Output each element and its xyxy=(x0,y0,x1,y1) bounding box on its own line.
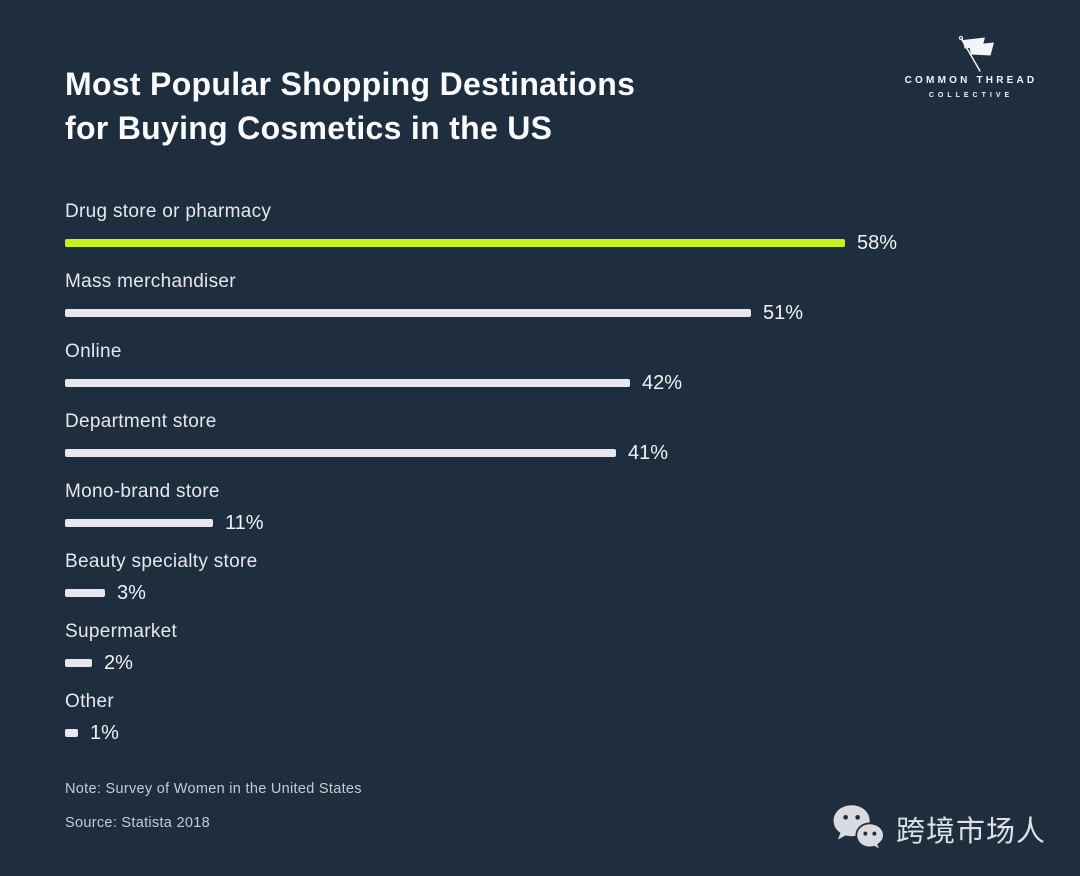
bar-track: 58% xyxy=(65,232,1065,254)
bar-category-label: Beauty specialty store xyxy=(65,551,258,572)
bar-category-label: Mass merchandiser xyxy=(65,271,236,292)
bar-track: 2% xyxy=(65,652,1065,674)
bar-category-label: Department store xyxy=(65,411,217,432)
bar-value-label: 41% xyxy=(628,441,669,464)
bar-value-label: 2% xyxy=(104,651,133,674)
bar-value-label: 51% xyxy=(763,301,804,324)
bar-category-label: Supermarket xyxy=(65,621,178,642)
source-text: Source: Statista 2018 xyxy=(65,815,210,831)
wechat-icon xyxy=(833,805,885,853)
bar xyxy=(65,449,616,457)
bar-category-label: Mono-brand store xyxy=(65,481,220,502)
bar-track: 41% xyxy=(65,442,1065,464)
bar-row: Mono-brand store 11% xyxy=(65,480,1065,550)
bar-value-label: 1% xyxy=(90,721,119,744)
bar-row: Online 42% xyxy=(65,340,1065,410)
bar-value-label: 58% xyxy=(857,231,898,254)
bar xyxy=(65,589,105,597)
bar-row: Beauty specialty store 3% xyxy=(65,550,1065,620)
bar xyxy=(65,729,78,737)
logo-subname: COLLECTIVE xyxy=(928,92,1014,99)
bar-category-label: Online xyxy=(65,341,122,362)
bar-track: 42% xyxy=(65,372,1065,394)
bar-row: Department store 41% xyxy=(65,410,1065,480)
wechat-watermark: 跨境市场人 xyxy=(831,801,1046,856)
bar-track: 1% xyxy=(65,722,1065,744)
chart-title-line-1: Most Popular Shopping Destinations xyxy=(65,66,636,102)
bar-row: Drug store or pharmacy 58% xyxy=(65,200,1065,270)
bar-row: Other 1% xyxy=(65,690,1065,760)
bar-track: 3% xyxy=(65,582,1065,604)
common-thread-collective-logo: COMMON THREAD COLLECTIVE xyxy=(896,34,1046,99)
bar-value-label: 42% xyxy=(642,371,683,394)
bar xyxy=(65,239,845,247)
bar-row: Mass merchandiser 51% xyxy=(65,270,1065,340)
bar-value-label: 11% xyxy=(225,511,264,534)
bar-category-label: Drug store or pharmacy xyxy=(65,201,272,222)
bar-value-label: 3% xyxy=(117,581,146,604)
bar-track: 11% xyxy=(65,512,1065,534)
flag-pin-icon xyxy=(958,35,994,72)
bar xyxy=(65,659,92,667)
chart-title: Most Popular Shopping Destinations for Bu… xyxy=(65,62,635,150)
bar xyxy=(65,309,751,317)
watermark-text: 跨境市场人 xyxy=(895,815,1046,848)
chart-title-line-2: for Buying Cosmetics in the US xyxy=(65,110,553,146)
bar-track: 51% xyxy=(65,302,1065,324)
bar xyxy=(65,519,213,527)
bar-row: Supermarket 2% xyxy=(65,620,1065,690)
bar xyxy=(65,379,630,387)
note-text: Note: Survey of Women in the United Stat… xyxy=(65,781,362,797)
logo-name: COMMON THREAD xyxy=(904,75,1038,86)
bar-chart: Drug store or pharmacy 58% Mass merchand… xyxy=(65,200,1065,760)
bar-category-label: Other xyxy=(65,691,115,712)
